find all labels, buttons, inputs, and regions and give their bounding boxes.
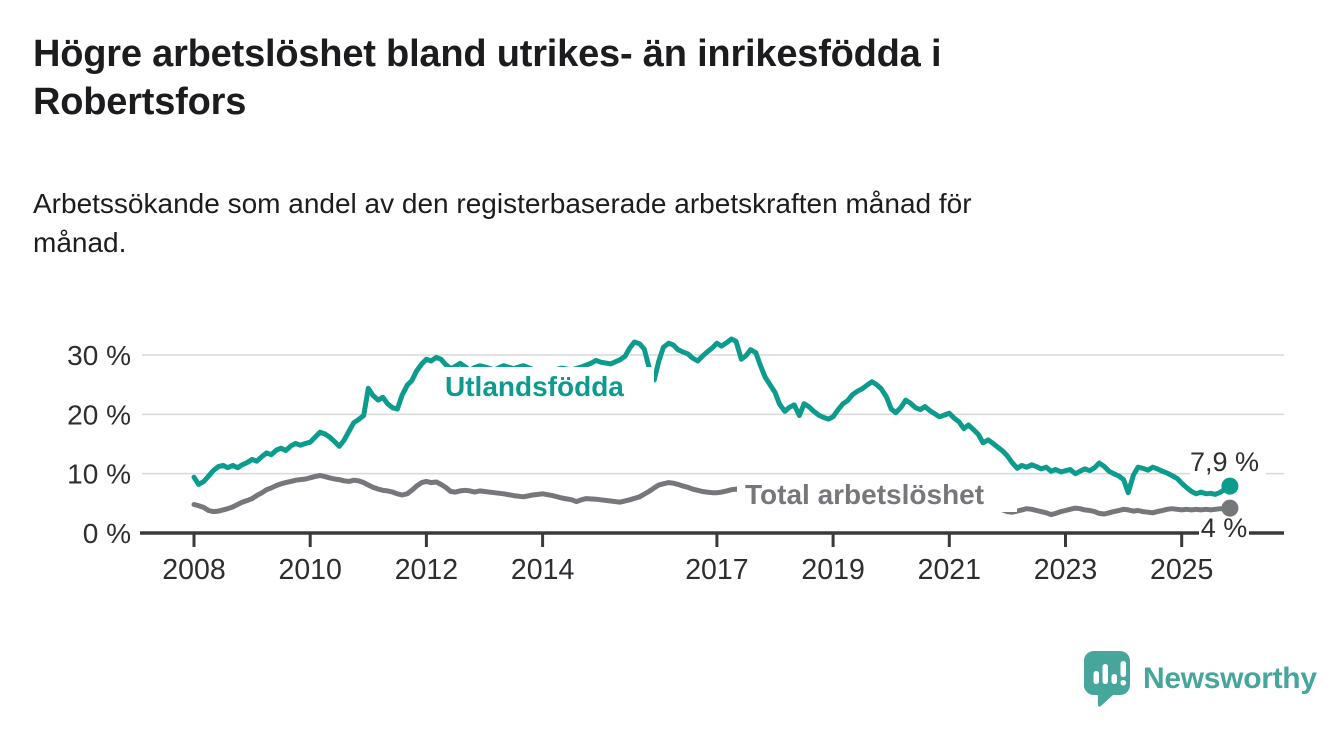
x-tick-label: 2017 [685, 554, 748, 586]
title-line-2: Robertsfors [33, 81, 247, 123]
end-value-label-utlandsfodda: 7,9 % [1190, 447, 1259, 477]
series-label-halo [438, 367, 654, 402]
end-value-label-total-arbetsloshet: 4 % [1201, 513, 1248, 543]
series-line-total-arbetsloshet [191, 473, 1233, 518]
x-tick-label: 2021 [918, 554, 981, 586]
exclamation-dot [1120, 680, 1126, 686]
chart-subtitle: Arbetssökande som andel av den registerb… [33, 184, 972, 262]
gridlines [142, 354, 1284, 475]
series-line-utlandsfodda [191, 336, 1233, 497]
x-tick-label: 2010 [278, 554, 341, 586]
series-end-dot-total-arbetsloshet [1221, 499, 1239, 517]
exclamation-bar [1120, 661, 1126, 677]
brand-name: Newsworthy [1143, 662, 1317, 695]
x-tick-label: 2023 [1034, 554, 1097, 586]
series-end-dots [1221, 477, 1239, 517]
y-tick-label: 20 % [67, 399, 131, 430]
end-label-halo [1199, 515, 1249, 540]
bar-chart-glyph [1093, 661, 1126, 686]
x-tick-label: 2008 [162, 554, 225, 586]
series-label-utlandsfodda: Utlandsfödda [445, 371, 624, 402]
y-tick-label: 0 % [83, 518, 131, 549]
y-axis: 0 % 10 % 20 % 30 % [67, 340, 131, 549]
chart-annotations: Utlandsfödda Total arbetslöshet 7,9 % 4 % [438, 367, 1266, 543]
newsworthy-logo: Newsworthy [1084, 651, 1317, 707]
newsworthy-logo-icon [1084, 651, 1130, 707]
series-lines [191, 336, 1233, 518]
series-end-dot-utlandsfodda [1221, 477, 1239, 495]
x-tick-label: 2025 [1150, 554, 1213, 586]
x-tick-label: 2012 [395, 554, 458, 586]
x-tick-label: 2014 [511, 554, 575, 586]
end-label-halo [1190, 448, 1266, 475]
x-axis: 2008 2010 2012 2014 2017 2019 2021 2023 2025 [140, 531, 1284, 586]
series-label-total-arbetsloshet: Total arbetslöshet [745, 479, 984, 510]
page-title: Högre arbetslöshet bland utrikes- än inr… [33, 30, 942, 126]
title-line-1: Högre arbetslöshet bland utrikes- än inr… [33, 33, 942, 75]
subtitle-line-2: månad. [33, 227, 127, 258]
y-tick-label: 30 % [67, 340, 131, 371]
x-tick-label: 2019 [801, 554, 864, 586]
y-tick-label: 10 % [67, 459, 131, 490]
subtitle-line-1: Arbetssökande som andel av den registerb… [33, 188, 972, 219]
series-label-halo [737, 476, 1017, 512]
